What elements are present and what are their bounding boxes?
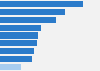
Bar (0, 56, 32, 62)
Bar (0, 48, 34, 54)
Bar (0, 25, 42, 31)
Bar (0, 9, 65, 15)
Bar (0, 1, 83, 7)
Bar (0, 17, 56, 23)
Bar (0, 32, 38, 39)
Bar (0, 64, 21, 70)
Bar (0, 40, 37, 46)
